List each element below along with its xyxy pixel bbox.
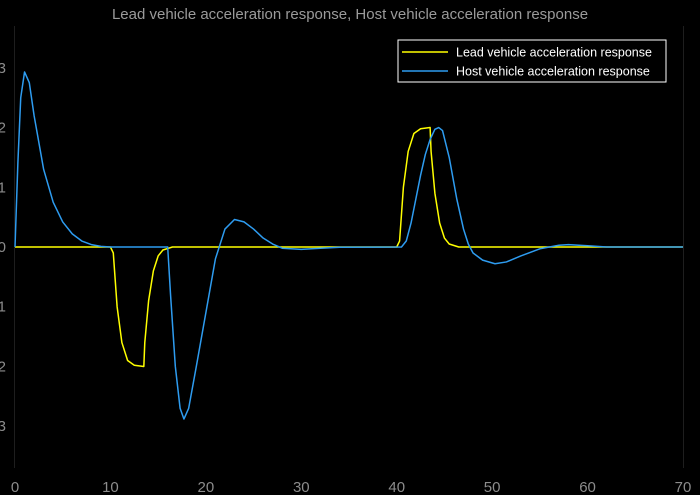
y-tick-label: 1 (0, 179, 6, 196)
legend[interactable]: Lead vehicle acceleration response Host … (397, 39, 667, 83)
x-tick-label: 50 (484, 479, 501, 495)
y-tick-label: 3 (0, 60, 6, 77)
x-tick-label: 70 (675, 479, 692, 495)
x-tick-label: 10 (102, 479, 119, 495)
series-line-host (14, 71, 683, 420)
y-tick-label: 2 (0, 120, 6, 137)
legend-box (397, 39, 667, 83)
legend-label-lead: Lead vehicle acceleration response (456, 46, 652, 60)
y-tick-label: 3 (0, 418, 6, 435)
y-tick-label: 2 (0, 358, 6, 375)
x-tick-label: 60 (579, 479, 596, 495)
series (14, 71, 683, 420)
x-tick-label: 30 (293, 479, 310, 495)
chart-title: Lead vehicle acceleration response, Host… (112, 6, 588, 23)
x-tick-label: 0 (11, 479, 19, 495)
x-tick-label: 40 (388, 479, 405, 495)
y-tick-label: 0 (0, 239, 6, 256)
y-tick-label: 1 (0, 299, 6, 316)
legend-label-host: Host vehicle acceleration response (456, 65, 650, 79)
x-tick-label: 20 (198, 479, 215, 495)
series-line-lead (15, 126, 683, 368)
